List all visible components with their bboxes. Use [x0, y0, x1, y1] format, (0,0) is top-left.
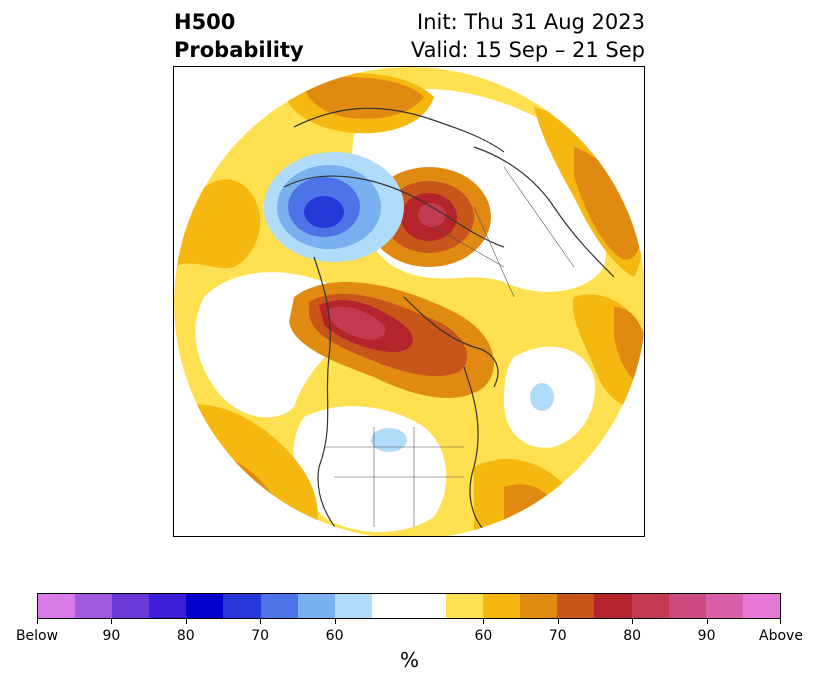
title-init: Init: Thu 31 Aug 2023 [417, 10, 645, 34]
colorbar-tick-mark [706, 619, 708, 624]
colorbar-tick-label: 90 [697, 628, 716, 644]
colorbar-tick-label: Below [15, 628, 59, 644]
colorbar-tick-label: 80 [623, 628, 642, 644]
below-area-conus [371, 428, 407, 452]
colorbar [37, 593, 781, 619]
colorbar-segment [297, 594, 335, 618]
colorbar-tick-label: 60 [325, 628, 344, 644]
colorbar-tick-label: 70 [251, 628, 270, 644]
colorbar-segment [631, 594, 669, 618]
colorbar-segment [186, 594, 224, 618]
above-band-west [174, 179, 261, 269]
below-area-atlantic [530, 383, 554, 411]
colorbar-tick-label: 80 [176, 628, 195, 644]
colorbar-segment [223, 594, 261, 618]
above-center-eurasia-core [418, 203, 446, 227]
above-70-east-asia [574, 147, 641, 260]
colorbar-tick-mark [111, 619, 113, 624]
colorbar-tick-mark [334, 619, 336, 624]
colorbar-tick-mark [37, 619, 38, 624]
colorbar-segment [520, 594, 558, 618]
colorbar-segment [75, 594, 113, 618]
title-right: Init: Thu 31 Aug 2023 Valid: 15 Sep – 21… [411, 8, 645, 64]
colorbar-segment [149, 594, 187, 618]
colorbar-segment [705, 594, 743, 618]
colorbar-tick-label: 60 [474, 628, 493, 644]
colorbar-segment [112, 594, 150, 618]
colorbar-unit-label: % [399, 648, 419, 672]
coastlines [283, 107, 615, 536]
above-center-na-core [329, 306, 386, 340]
map-panel [173, 66, 645, 537]
colorbar-ticks: Below 90 80 70 60 60 70 80 90 Above [16, 619, 803, 644]
political-borders [324, 166, 575, 527]
colorbar-tick-mark [780, 619, 781, 624]
colorbar-segment [557, 594, 595, 618]
title-left: H500 Probability [174, 8, 304, 64]
above-70-north [304, 77, 424, 119]
colorbar-segment [38, 594, 76, 618]
colorbar-tick-label: 70 [548, 628, 567, 644]
colorbar-tick-mark [483, 619, 485, 624]
colorbar-segment [483, 594, 521, 618]
colorbar-segment [742, 594, 780, 618]
title-valid: Valid: 15 Sep – 21 Sep [410, 38, 645, 62]
colorbar-tick-mark [185, 619, 187, 624]
colorbar-segment [446, 594, 484, 618]
colorbar-tick-mark [557, 619, 559, 624]
colorbar-tick-mark [632, 619, 634, 624]
neutral-area-na [293, 406, 447, 532]
below-center-siberia-core [304, 196, 344, 228]
colorbar-tick-label: Above [759, 628, 803, 644]
colorbar-tick-label: 90 [102, 628, 121, 644]
colorbar-segment [260, 594, 298, 618]
title-product: Probability [174, 38, 304, 62]
colorbar-tick-mark [260, 619, 262, 624]
colorbar-segment [334, 594, 372, 618]
probability-map [174, 67, 644, 536]
colorbar-segment [668, 594, 706, 618]
colorbar-segment [371, 594, 447, 618]
colorbar-segment [594, 594, 632, 618]
title-variable: H500 [174, 10, 236, 34]
